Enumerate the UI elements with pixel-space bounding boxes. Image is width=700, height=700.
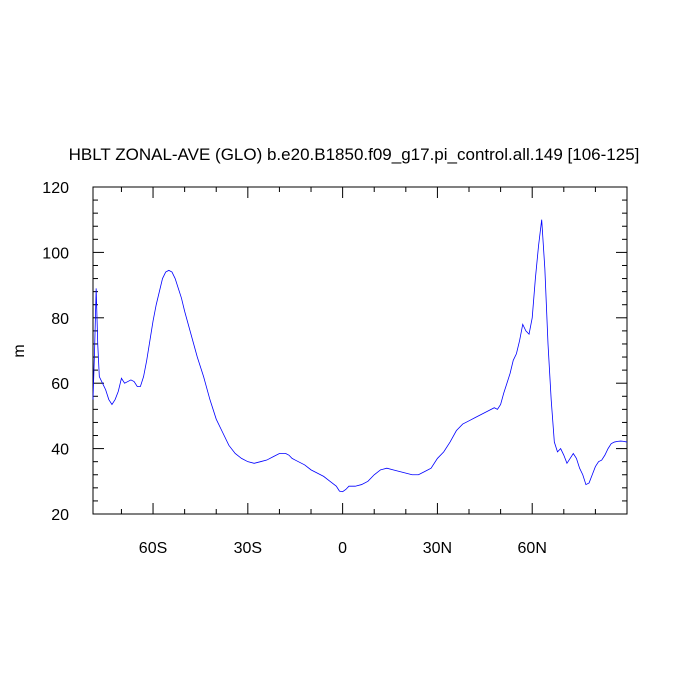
x-tick-label: 60S xyxy=(139,540,167,557)
series-line xyxy=(92,219,628,493)
tick-labels: 60S 30S 0 30N 60N 20 40 60 80 100 120 xyxy=(42,180,547,557)
chart-title: HBLT ZONAL-AVE (GLO) b.e20.B1850.f09_g17… xyxy=(69,145,640,164)
y-tick-label: 80 xyxy=(51,311,69,328)
plot-frame xyxy=(92,186,628,515)
major-ticks xyxy=(93,186,627,515)
y-tick-label: 100 xyxy=(42,245,69,262)
y-tick-label: 120 xyxy=(42,180,69,197)
x-tick-label: 30N xyxy=(423,540,452,557)
y-axis-label: m xyxy=(11,344,28,357)
minor-ticks xyxy=(93,187,628,514)
plot-area: 60S 30S 0 30N 60N 20 40 60 80 100 120 xyxy=(42,180,628,557)
y-tick-label: 60 xyxy=(51,376,69,393)
y-tick-label: 40 xyxy=(51,442,69,459)
x-tick-label: 30S xyxy=(234,540,262,557)
x-tick-label: 60N xyxy=(518,540,547,557)
y-tick-label: 20 xyxy=(51,507,69,524)
x-tick-label: 0 xyxy=(338,540,347,557)
